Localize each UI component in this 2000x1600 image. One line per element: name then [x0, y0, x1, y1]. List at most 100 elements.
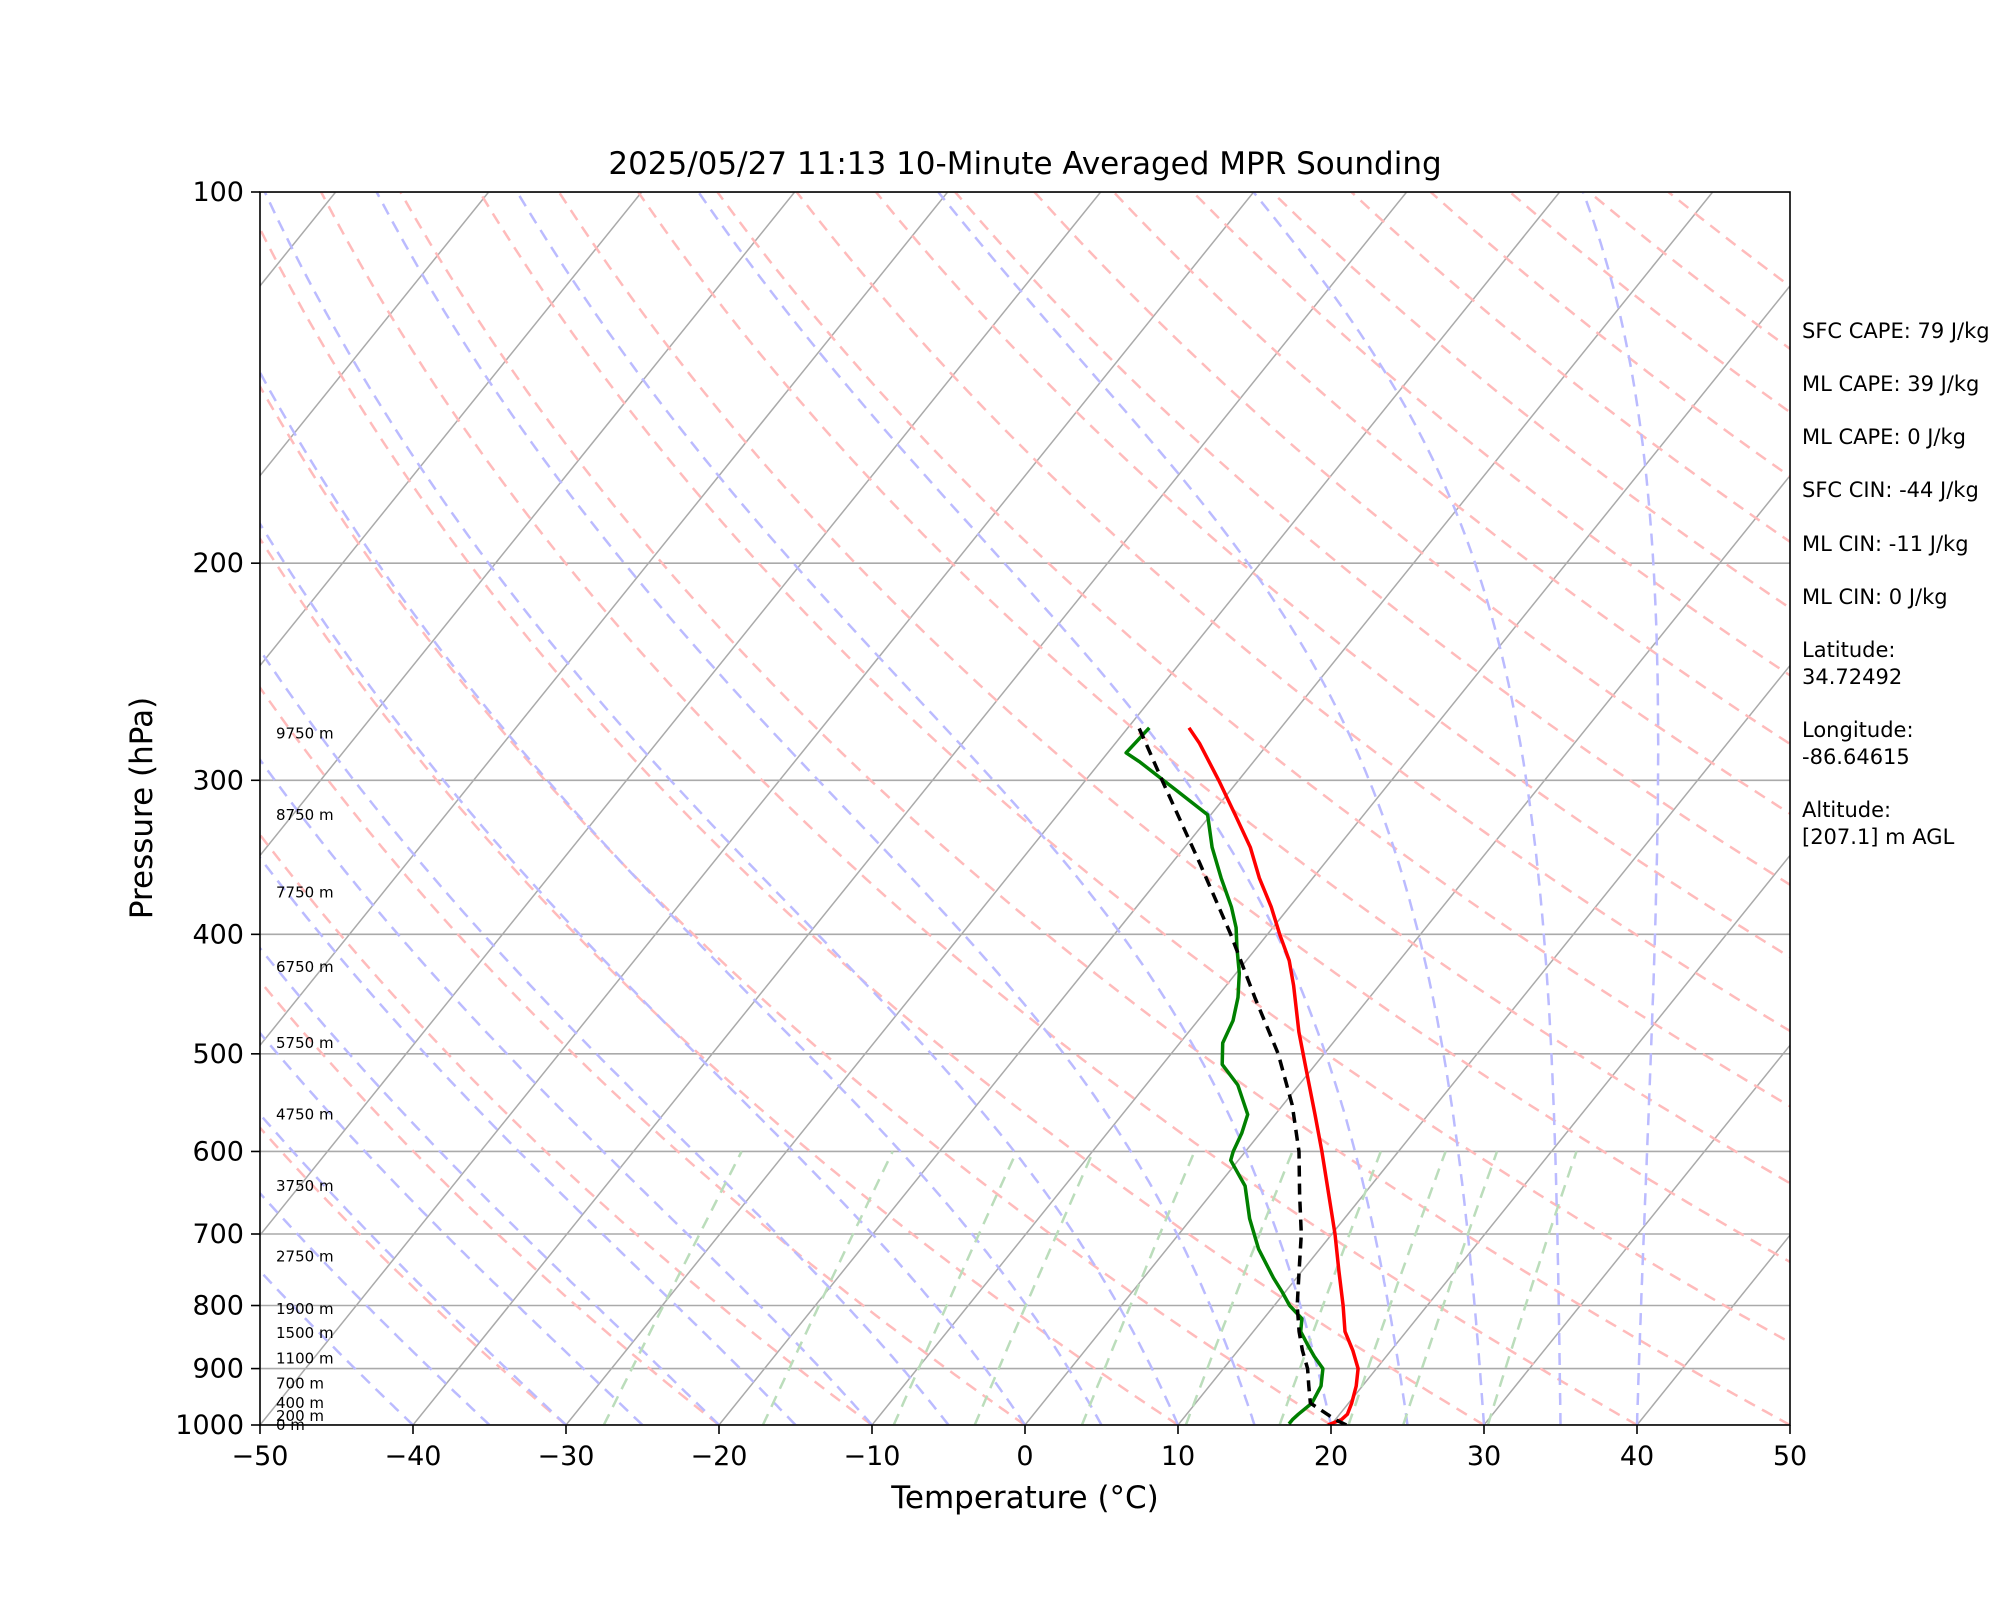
annotation-text: SFC CIN: -44 J/kg: [1802, 478, 1979, 502]
moist-adiabat-line: [260, 1191, 491, 1425]
moist-adiabat-line: [260, 1269, 414, 1425]
isotherm-line: [412, 192, 1408, 1425]
height-label: 1500 m: [276, 1324, 334, 1342]
isotherm-line: [260, 192, 1102, 1237]
moist-adiabat-line: [260, 855, 797, 1425]
height-label: 1100 m: [276, 1349, 334, 1367]
annotation-text: ML CAPE: 0 J/kg: [1802, 425, 1966, 449]
mixing-ratio-line: [1278, 1151, 1382, 1425]
dry-adiabat-line: [319, 192, 1638, 1425]
mixing-ratio-line: [761, 1150, 894, 1425]
annotation-text: -86.64615: [1802, 745, 1910, 769]
y-tick-label: 300: [192, 765, 244, 796]
y-tick-label: 900: [192, 1354, 244, 1385]
x-tick-label: −10: [844, 1441, 901, 1472]
dry-adiabat-line: [399, 192, 1790, 1425]
moist-adiabat-line: [1581, 192, 1660, 1425]
y-tick-label: 1000: [175, 1410, 244, 1441]
moist-adiabat-line: [260, 521, 1027, 1425]
annotation-text: ML CAPE: 39 J/kg: [1802, 372, 1979, 396]
dry-adiabat-line: [260, 226, 1485, 1425]
moist-adiabat-line: [260, 757, 873, 1425]
moist-adiabat-line: [260, 946, 720, 1425]
isotherm-line: [718, 192, 1714, 1425]
temperature-profile: [1187, 726, 1360, 1425]
y-tick-label: 600: [192, 1136, 244, 1167]
x-tick-label: −20: [691, 1441, 748, 1472]
moist-adiabat-line: [260, 1031, 644, 1425]
annotation-text: 34.72492: [1802, 665, 1902, 689]
height-label: 3750 m: [276, 1177, 334, 1195]
mixing-ratio-line: [1080, 1151, 1196, 1425]
x-tick-label: 50: [1773, 1441, 1807, 1472]
height-label: 400 m: [276, 1394, 324, 1412]
moist-adiabat-line: [260, 1112, 567, 1425]
isotherm-line: [260, 192, 1255, 1425]
y-tick-label: 800: [192, 1291, 244, 1322]
x-tick-label: −40: [385, 1441, 442, 1472]
dry-adiabat-line: [478, 192, 1790, 1344]
isotherm-line: [1330, 854, 1790, 1425]
dry-adiabat-line: [954, 192, 1790, 887]
mixing-ratio-line: [1486, 1151, 1578, 1425]
dry-adiabat-line: [260, 832, 873, 1425]
x-tick-label: 0: [1016, 1441, 1033, 1472]
dry-adiabat-line: [1112, 192, 1790, 746]
isotherm-line: [260, 192, 490, 477]
moist-adiabat-line: [260, 369, 1103, 1425]
annotation-text: Longitude:: [1802, 718, 1914, 742]
height-label: 8750 m: [276, 806, 334, 824]
dry-adiabat-line: [260, 1125, 567, 1425]
x-axis: −50 −40 −30 −20 −10 0 10 20 30 40 50: [232, 1425, 1807, 1472]
parcel-path: [1135, 723, 1348, 1425]
dry-adiabat-line: [1033, 192, 1790, 816]
height-label: 7750 m: [276, 884, 334, 902]
isotherm-line: [260, 192, 949, 1047]
height-label: 2750 m: [276, 1247, 334, 1265]
height-label: 9750 m: [276, 725, 334, 743]
height-label: 700 m: [276, 1374, 324, 1392]
chart-title: 2025/05/27 11:13 10-Minute Averaged MPR …: [608, 146, 1441, 182]
height-label: 4750 m: [276, 1106, 334, 1124]
isotherm-line: [260, 192, 643, 667]
mixing-ratio-line: [1184, 1151, 1294, 1425]
mixing-ratio-line: [973, 1150, 1095, 1425]
x-tick-label: 10: [1161, 1441, 1195, 1472]
moist-adiabat-line: [937, 192, 1486, 1425]
moist-adiabat-line: [260, 647, 950, 1425]
x-tick-label: −50: [232, 1441, 289, 1472]
annotation-text: Latitude:: [1802, 638, 1896, 662]
dry-adiabat-line: [716, 192, 1790, 1108]
dewpoint-profile: [1124, 726, 1325, 1425]
isotherm-line: [1024, 474, 1790, 1425]
x-axis-label: Temperature (°C): [890, 1480, 1159, 1516]
y-tick-label: 400: [192, 919, 244, 950]
dry-adiabat-line: [260, 384, 1332, 1425]
isotherm-line: [565, 192, 1561, 1425]
isotherm-line: [1177, 664, 1790, 1425]
mixing-ratio-line: [602, 1150, 743, 1425]
y-tick-label: 700: [192, 1219, 244, 1250]
annotation-text: SFC CAPE: 79 J/kg: [1802, 319, 1990, 343]
x-tick-label: 40: [1620, 1441, 1654, 1472]
height-label: 5750 m: [276, 1034, 334, 1052]
y-axis-label: Pressure (hPa): [124, 697, 160, 919]
moist-adiabat-line: [516, 192, 1333, 1425]
moist-adiabat-line: [375, 192, 1256, 1425]
isotherm-line: [871, 284, 1790, 1425]
moist-adiabat-line: [697, 192, 1409, 1425]
dry-adiabat-line: [260, 685, 1026, 1425]
x-tick-label: 30: [1467, 1441, 1501, 1472]
mixing-ratio-line: [1347, 1151, 1447, 1425]
mixing-ratio-line: [1402, 1151, 1499, 1425]
isotherm-line: [260, 192, 796, 857]
dry-adiabat-line: [260, 979, 720, 1425]
annotation-text: Altitude:: [1802, 798, 1891, 822]
mixing-ratio-line: [892, 1150, 1018, 1425]
dry-adiabat-line: [637, 192, 1790, 1185]
dry-adiabat-line: [260, 536, 1179, 1425]
annotation-panel: SFC CAPE: 79 J/kg ML CAPE: 39 J/kg ML CAPE…: [1802, 319, 1990, 849]
annotation-text: ML CIN: 0 J/kg: [1802, 585, 1948, 609]
height-label: 6750 m: [276, 958, 334, 976]
